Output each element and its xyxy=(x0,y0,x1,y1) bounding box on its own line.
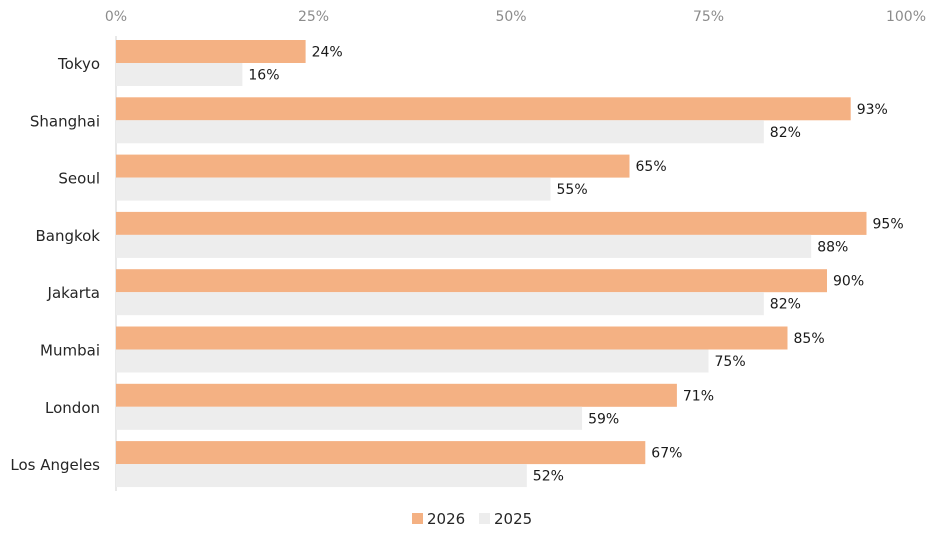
legend-label: 2026 xyxy=(427,510,465,528)
data-label: 55% xyxy=(557,182,588,198)
data-label: 65% xyxy=(636,159,667,175)
x-axis-ticks: 0% 25% 50% 75% 100% xyxy=(105,9,926,25)
bar-2025-los-angeles xyxy=(116,464,527,488)
data-label: 90% xyxy=(833,274,864,290)
data-label: 16% xyxy=(248,68,279,84)
bar-2026-tokyo xyxy=(116,40,306,63)
data-label: 95% xyxy=(873,216,904,232)
data-label: 59% xyxy=(588,411,619,427)
x-tick-label: 100% xyxy=(886,9,926,25)
category-label: Tokyo xyxy=(57,55,100,73)
data-label: 24% xyxy=(312,45,343,61)
bar-2025-bangkok xyxy=(116,234,812,258)
x-tick-label: 0% xyxy=(105,9,127,25)
bar-2026-mumbai xyxy=(116,326,788,350)
legend: 2026 2025 xyxy=(412,510,532,528)
bar-2025-shanghai xyxy=(116,120,764,144)
legend-label: 2025 xyxy=(494,510,532,528)
bar-2026-seoul xyxy=(116,154,630,178)
legend-swatch xyxy=(412,513,423,524)
category-labels: Tokyo Shanghai Seoul Bangkok Jakarta Mumbai Lo… xyxy=(10,55,100,474)
bar-2026-london xyxy=(116,383,677,407)
category-label: Seoul xyxy=(58,170,100,188)
category-label: Shanghai xyxy=(30,112,100,130)
data-label: 93% xyxy=(857,102,888,118)
data-label: 82% xyxy=(770,297,801,313)
data-label: 82% xyxy=(770,125,801,141)
x-tick-label: 75% xyxy=(693,9,724,25)
bar-2026-shanghai xyxy=(116,97,851,121)
data-label: 75% xyxy=(715,354,746,370)
data-label: 88% xyxy=(817,239,848,255)
data-label: 85% xyxy=(794,331,825,347)
x-tick-label: 50% xyxy=(495,9,526,25)
data-label: 71% xyxy=(683,388,714,404)
x-tick-label: 25% xyxy=(298,9,329,25)
bars-group: 24% 16% 93% 82% 65% 55% 95% 88% 90% 82% 85% 75% 71% 5… xyxy=(116,40,904,488)
bar-2025-london xyxy=(116,406,583,430)
bar-2026-bangkok xyxy=(116,211,867,235)
bar-2025-mumbai xyxy=(116,349,709,373)
bar-2025-tokyo xyxy=(116,63,243,86)
category-label: Los Angeles xyxy=(10,456,100,474)
category-label: London xyxy=(45,399,100,417)
bar-2025-seoul xyxy=(116,177,551,201)
data-label: 67% xyxy=(651,446,682,462)
category-label: Bangkok xyxy=(35,227,100,245)
legend-swatch xyxy=(479,513,490,524)
bar-2026-jakarta xyxy=(116,269,827,293)
bar-2026-los-angeles xyxy=(116,441,646,465)
category-label: Jakarta xyxy=(47,284,100,302)
bar-2025-jakarta xyxy=(116,292,764,316)
category-label: Mumbai xyxy=(40,342,100,360)
data-label: 52% xyxy=(533,469,564,485)
